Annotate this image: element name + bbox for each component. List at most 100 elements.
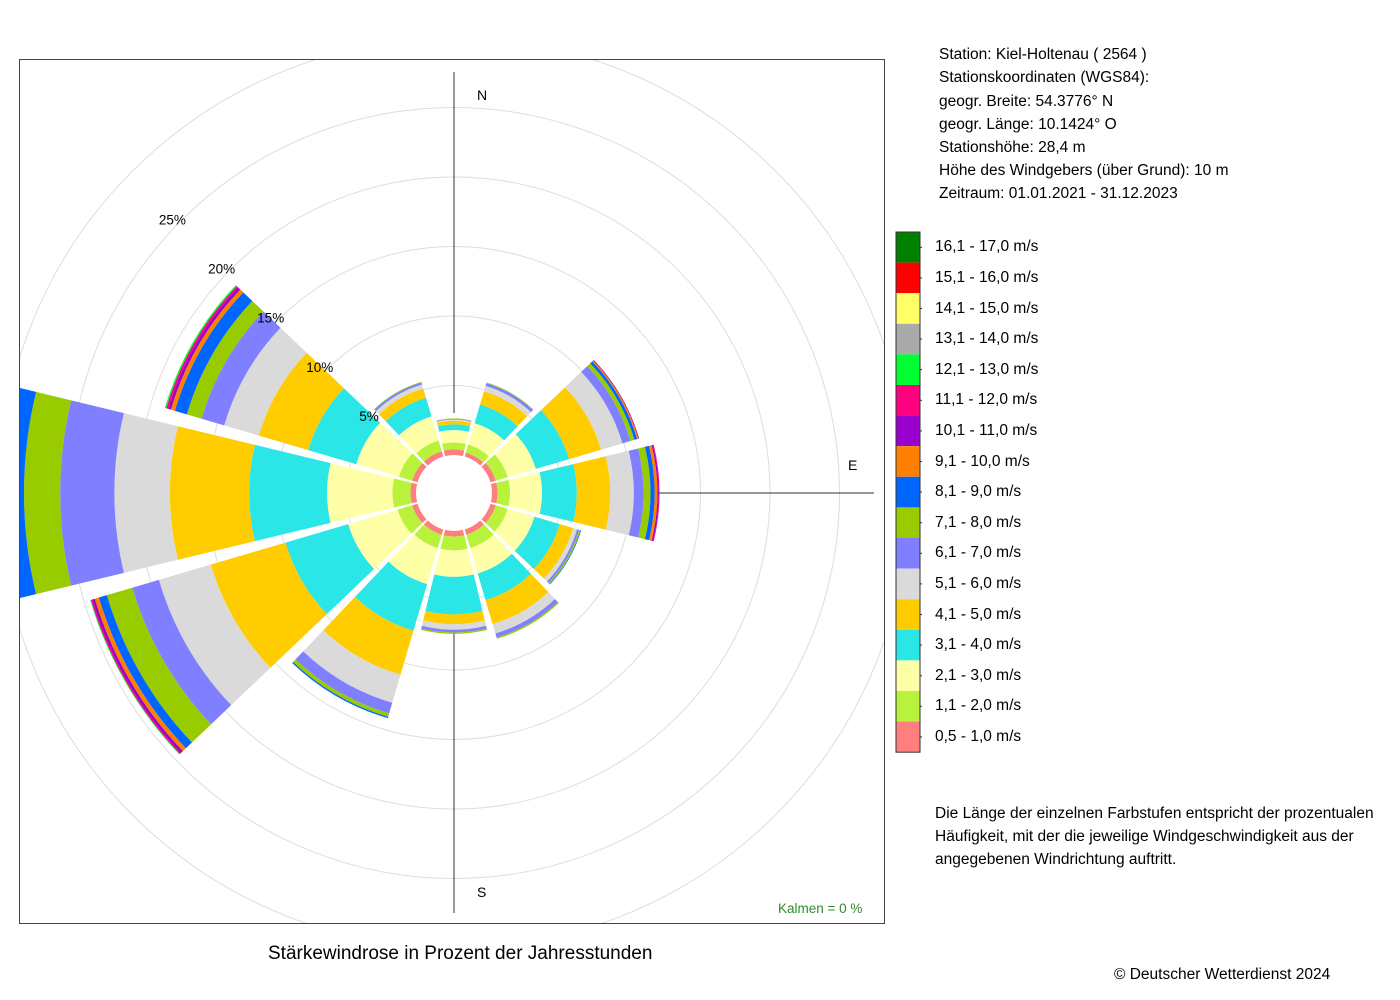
ring-label: 25% bbox=[159, 212, 186, 227]
sector-segment-330-3 bbox=[385, 397, 432, 436]
sector-segment-0-5 bbox=[436, 419, 472, 423]
legend-color-bar bbox=[895, 231, 922, 753]
sector-segment-60-5 bbox=[565, 371, 623, 450]
sector-segment-270-5 bbox=[114, 413, 178, 573]
sector-segment-30-3 bbox=[474, 404, 518, 441]
legend-label: 12,1 - 13,0 m/s bbox=[935, 360, 1039, 378]
note-line-3: angegebenen Windrichtung auftritt. bbox=[935, 851, 1177, 868]
sector-segment-330-0 bbox=[423, 451, 444, 466]
station-name: Station: Kiel-Holtenau ( 2564 ) bbox=[939, 46, 1147, 63]
sector-segment-180-4 bbox=[423, 611, 485, 625]
legend-label: 6,1 - 7,0 m/s bbox=[935, 544, 1022, 562]
legend-label: 10,1 - 11,0 m/s bbox=[935, 421, 1038, 439]
station-elevation: Stationshöhe: 28,4 m bbox=[939, 139, 1086, 156]
sector-segment-0-0 bbox=[443, 449, 465, 457]
sector-segment-330-2 bbox=[399, 416, 439, 454]
sector-segment-90-8 bbox=[644, 445, 655, 541]
sector-segment-120-6 bbox=[546, 529, 580, 583]
sector-segment-330-6 bbox=[374, 382, 423, 412]
sector-segment-90-0 bbox=[490, 482, 498, 504]
station-longitude: geogr. Länge: 10.1424° O bbox=[939, 116, 1117, 133]
sector-segment-210-0 bbox=[423, 520, 444, 535]
sector-segment-270-4 bbox=[169, 426, 255, 560]
legend-swatch bbox=[896, 691, 920, 722]
sector-segment-60-6 bbox=[581, 366, 631, 444]
sector-segment-330-4 bbox=[378, 388, 426, 422]
legend-swatch bbox=[896, 232, 920, 263]
compass-label-east: E bbox=[848, 457, 857, 473]
legend-label: 2,1 - 3,0 m/s bbox=[935, 666, 1022, 684]
sector-segment-0-2 bbox=[439, 429, 469, 444]
sector-segment-300-1 bbox=[398, 453, 423, 481]
legend-label: 3,1 - 4,0 m/s bbox=[935, 636, 1022, 654]
sector-segment-60-1 bbox=[485, 454, 508, 481]
sector-segment-90-7 bbox=[638, 446, 651, 540]
sector-segment-90-6 bbox=[628, 448, 644, 538]
sector-segment-210-1 bbox=[414, 524, 442, 549]
sector-segment-180-7 bbox=[420, 628, 488, 634]
sector-segment-90-5 bbox=[605, 450, 634, 536]
legend-swatch bbox=[896, 415, 920, 447]
legend-swatch bbox=[896, 323, 920, 355]
sector-segment-270-1 bbox=[392, 478, 412, 508]
sector-segment-300-2 bbox=[356, 422, 413, 477]
sector-segment-210-5 bbox=[303, 630, 401, 703]
sector-segment-240-5 bbox=[158, 564, 271, 706]
sector-segment-150-1 bbox=[466, 524, 494, 549]
sector-segment-240-8 bbox=[98, 595, 192, 749]
sector-segment-300-6 bbox=[201, 311, 281, 426]
sector-segment-0-3 bbox=[437, 424, 471, 432]
wind-rose-svg: 5% 10% 15% 20% 25% N E S Kalmen = 0 % bbox=[20, 60, 884, 923]
legend-border bbox=[895, 231, 921, 753]
sector-segment-270-6 bbox=[60, 400, 124, 586]
sector-segment-300-5 bbox=[224, 327, 307, 436]
sector-segment-120-2 bbox=[494, 508, 535, 551]
sector-segment-150-2 bbox=[470, 534, 512, 574]
legend-label: 4,1 - 5,0 m/s bbox=[935, 605, 1022, 623]
legend-label: 14,1 - 15,0 m/s bbox=[935, 299, 1039, 317]
sector-segment-150-4 bbox=[485, 573, 549, 625]
legend-swatch bbox=[896, 354, 920, 385]
sector-segment-30-0 bbox=[464, 452, 484, 466]
sector-segment-270-7 bbox=[24, 391, 72, 595]
sector-segment-150-5 bbox=[492, 591, 555, 634]
legend-label: 0,5 - 1,0 m/s bbox=[935, 727, 1022, 745]
sector-segment-330-5 bbox=[376, 384, 424, 415]
sector-segment-90-9 bbox=[649, 445, 658, 541]
sector-segment-150-6 bbox=[495, 599, 558, 638]
sector-segment-90-4 bbox=[573, 456, 611, 530]
legend-swatch bbox=[896, 507, 920, 538]
ring-label: 5% bbox=[359, 409, 379, 424]
sector-segment-270-0 bbox=[410, 482, 418, 504]
station-coords-header: Stationskoordinaten (WGS84): bbox=[939, 69, 1150, 86]
sector-segment-180-6 bbox=[421, 625, 487, 633]
ring-label: 20% bbox=[208, 262, 235, 277]
sector-segment-300-4 bbox=[258, 352, 344, 451]
sector-segment-30-6 bbox=[485, 383, 533, 413]
sector-segment-90-3 bbox=[539, 464, 577, 522]
legend-swatch bbox=[896, 629, 920, 661]
sector-segment-30-1 bbox=[465, 444, 489, 463]
sector-segment-120-3 bbox=[514, 516, 560, 570]
sector-segment-240-3 bbox=[285, 524, 375, 615]
legend-label: 11,1 - 12,0 m/s bbox=[935, 391, 1038, 409]
sector-segment-150-3 bbox=[477, 553, 532, 601]
sector-segment-120-1 bbox=[485, 505, 508, 532]
chart-title: Stärkewindrose in Prozent der Jahresstun… bbox=[268, 943, 653, 964]
sector-segment-270-3 bbox=[249, 444, 331, 542]
legend-swatch bbox=[896, 262, 920, 294]
legend-swatch bbox=[896, 599, 920, 630]
sector-segment-300-9 bbox=[170, 289, 244, 411]
sector-segment-300-0 bbox=[412, 462, 427, 483]
sector-segment-120-5 bbox=[543, 528, 578, 582]
sector-segment-240-2 bbox=[348, 509, 412, 570]
sector-segment-300-3 bbox=[308, 388, 381, 465]
legend-label: 16,1 - 17,0 m/s bbox=[935, 238, 1039, 256]
time-period: Zeitraum: 01.01.2021 - 31.12.2023 bbox=[939, 185, 1178, 202]
legend-swatch bbox=[896, 446, 920, 477]
sector-segment-270-8 bbox=[20, 388, 37, 598]
sector-segment-240-6 bbox=[132, 579, 232, 725]
sector-segment-60-0 bbox=[481, 462, 496, 483]
sector-segment-60-7 bbox=[587, 363, 635, 442]
sector-segment-0-6 bbox=[436, 418, 472, 422]
